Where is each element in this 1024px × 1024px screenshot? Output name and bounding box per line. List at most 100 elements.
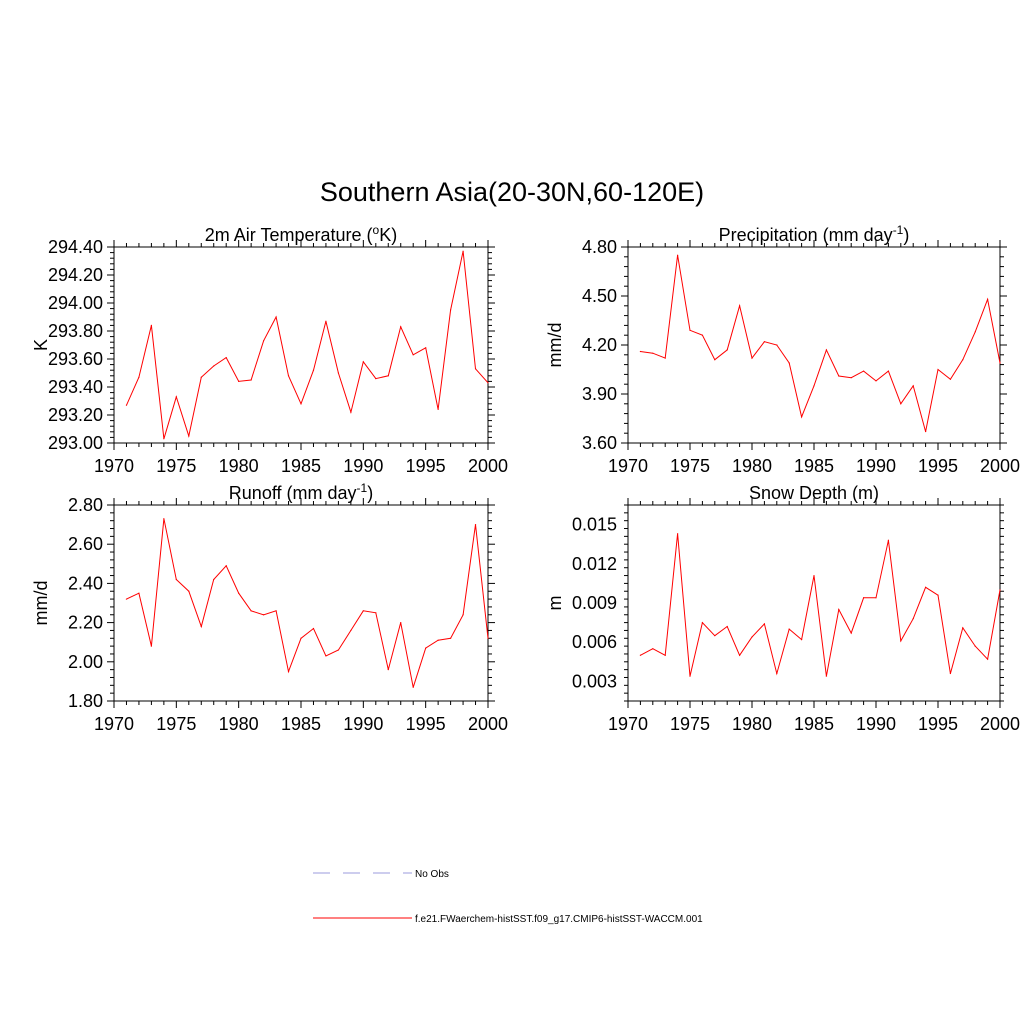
data-point [200, 376, 202, 378]
x-tick-label: 1995 [406, 456, 446, 476]
panel-title-rest: ) [903, 225, 909, 245]
x-tick-label: 1995 [918, 714, 958, 734]
data-point [677, 533, 679, 535]
y-tick-label: 3.90 [582, 384, 617, 404]
data-point [300, 403, 302, 405]
y-tick-label: 2.00 [68, 652, 103, 672]
y-tick-label: 0.015 [572, 515, 617, 535]
data-point [863, 370, 865, 372]
y-tick-label: 294.20 [48, 265, 103, 285]
data-point [887, 370, 890, 372]
data-point [350, 629, 352, 632]
data-point [900, 403, 902, 405]
data-point [937, 594, 939, 596]
x-tick-label: 2000 [980, 714, 1020, 734]
x-tick-label: 1975 [156, 456, 196, 476]
data-point [726, 625, 728, 628]
panel-title-superscript: o [373, 223, 380, 237]
panel-title: 2m Air Temperature (oK) [205, 223, 397, 245]
data-point [188, 435, 190, 437]
data-point [474, 368, 477, 370]
data-point [400, 622, 402, 624]
x-tick-label: 1970 [608, 714, 648, 734]
data-point [912, 385, 914, 387]
y-tick-label: 293.80 [48, 321, 103, 341]
y-tick-label: 0.003 [572, 671, 617, 691]
data-point [714, 359, 716, 361]
x-tick-label: 1980 [732, 456, 772, 476]
panel-4: Snow Depth (m) m 1970 1975 1980 1985 1990 1995 2… [545, 483, 1020, 734]
data-point [175, 396, 177, 398]
y-tick-label: 293.60 [48, 349, 103, 369]
data-point [163, 438, 165, 440]
data-point [689, 329, 691, 331]
data-point [425, 647, 427, 649]
data-point [387, 669, 389, 671]
data-point [150, 645, 152, 647]
data-point [739, 305, 741, 307]
legend: No Obs f.e21.FWaerchem-histSST.f09_g17.CM… [313, 869, 703, 925]
data-point [487, 637, 489, 639]
data-point [213, 578, 215, 581]
panel-title-superscript: -1 [357, 481, 368, 495]
data-point [263, 340, 265, 342]
x-tick-label: 1970 [94, 714, 134, 734]
panel-title-rest: K) [379, 225, 397, 245]
data-point [714, 635, 716, 637]
data-point [450, 637, 452, 639]
data-point [937, 368, 939, 371]
data-point [300, 637, 302, 639]
panel-title-main: 2m Air Temperature ( [205, 225, 373, 245]
legend-item: f.e21.FWaerchem-histSST.f09_g17.CMIP6-hi… [313, 914, 703, 925]
plot-frame [113, 246, 489, 444]
data-point [238, 592, 240, 594]
plot-frame [627, 246, 1001, 444]
data-point [763, 623, 766, 625]
data-point [689, 675, 691, 677]
data-point [664, 654, 666, 656]
data-point [825, 349, 828, 351]
x-tick-label: 1975 [670, 714, 710, 734]
data-point [801, 638, 803, 641]
x-tick-label: 1985 [794, 456, 834, 476]
data-point [437, 408, 439, 410]
data-point [838, 375, 840, 377]
data-point [652, 648, 654, 650]
data-point [949, 378, 952, 380]
panel-title-main: Snow Depth (m) [749, 483, 879, 503]
data-point [362, 610, 364, 612]
data-point [813, 385, 815, 387]
data-point [325, 655, 327, 657]
data-point [825, 675, 828, 677]
data-point [487, 382, 489, 384]
data-point [263, 614, 265, 616]
data-point [138, 592, 140, 594]
x-tick-label: 2000 [980, 456, 1020, 476]
data-point [788, 628, 790, 630]
y-tick-label: 1.80 [68, 691, 103, 711]
data-point [412, 354, 414, 356]
y-tick-label: 293.00 [48, 433, 103, 453]
panel-title: Runoff (mm day-1) [229, 481, 373, 503]
series-line [640, 255, 1001, 432]
data-point [375, 378, 377, 380]
y-axis-label: mm/d [545, 323, 565, 368]
x-tick-label: 1970 [608, 456, 648, 476]
legend-label: f.e21.FWaerchem-histSST.f09_g17.CMIP6-hi… [415, 914, 703, 925]
data-point [450, 309, 452, 311]
data-point [801, 416, 803, 418]
data-point [474, 524, 477, 526]
x-tick-label: 1970 [94, 456, 134, 476]
panel-title: Snow Depth (m) [749, 483, 879, 503]
data-point [200, 625, 202, 628]
data-point [925, 430, 927, 433]
data-point [850, 377, 852, 379]
data-point [462, 250, 464, 252]
data-point [999, 589, 1001, 591]
data-point [150, 324, 152, 326]
data-point [375, 612, 377, 614]
y-tick-label: 293.20 [48, 405, 103, 425]
data-point [875, 380, 877, 382]
data-point [701, 334, 704, 336]
